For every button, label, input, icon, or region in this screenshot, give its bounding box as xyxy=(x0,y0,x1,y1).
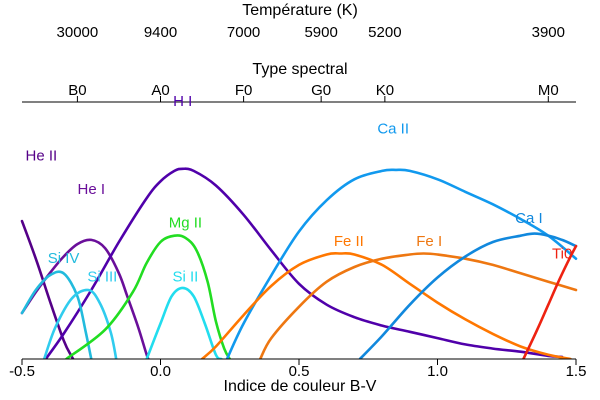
spectral-tick-label: G0 xyxy=(311,82,331,99)
temperature-tick-label: 3900 xyxy=(532,24,565,41)
x-tick-label: 0.0 xyxy=(150,363,171,380)
series-label-fe-i: Fe I xyxy=(416,233,442,250)
series-label-he-i: He I xyxy=(77,181,105,198)
series-line-mg-ii xyxy=(65,234,232,359)
series-label-si-iii: Si III xyxy=(87,269,117,286)
spectral-tick-label: F0 xyxy=(235,82,253,99)
temperature-tick-label: 7000 xyxy=(227,24,260,41)
series-line-ca-ii xyxy=(225,168,578,359)
spectral-type-ticks: B0 A0 F0 G0 K0 M0 xyxy=(68,82,559,102)
spectral-type-axis-title: Type spectral xyxy=(252,61,347,78)
series-line-si-iv xyxy=(20,270,93,359)
series-label-ca-ii: Ca II xyxy=(377,120,409,137)
temperature-tick-label: 30000 xyxy=(57,24,99,41)
x-tick-label: 1.5 xyxy=(566,363,587,380)
x-tick-label: -0.5 xyxy=(9,363,35,380)
series-line-ti0 xyxy=(522,244,578,359)
series-line-ca-i xyxy=(358,232,578,359)
series-label-si-ii: Si II xyxy=(173,269,199,286)
temperature-tick-labels: 30000 9400 7000 5900 5200 3900 xyxy=(57,24,565,41)
series-label-ti0: Ti0 xyxy=(552,246,572,263)
x-tick-label: 1.0 xyxy=(427,363,448,380)
temperature-tick-label: 5900 xyxy=(304,24,337,41)
temperature-tick-label: 9400 xyxy=(144,24,177,41)
spectral-tick-label: M0 xyxy=(538,82,559,99)
series-labels: He II He I H I Si IV Si III Mg II Si II Ca II Fe… xyxy=(26,93,573,286)
temperature-tick-label: 5200 xyxy=(368,24,401,41)
x-axis-title: Indice de couleur B-V xyxy=(224,378,377,395)
spectral-tick-label: A0 xyxy=(151,82,169,99)
series-line-h-i xyxy=(44,167,564,359)
series-line-fe-i xyxy=(258,252,578,359)
series-curves xyxy=(20,167,578,359)
series-label-si-iv: Si IV xyxy=(48,250,80,267)
spectral-tick-label: K0 xyxy=(376,82,394,99)
spectral-tick-label: B0 xyxy=(68,82,86,99)
series-label-mg-ii: Mg II xyxy=(169,214,202,231)
series-line-si-ii xyxy=(145,286,223,359)
series-label-ca-i: Ca I xyxy=(515,210,543,227)
series-label-fe-ii: Fe II xyxy=(334,233,364,250)
series-label-he-ii: He II xyxy=(26,147,58,164)
series-line-si-iii xyxy=(42,288,118,359)
x-tick-label: 0.5 xyxy=(289,363,310,380)
series-label-h-i: H I xyxy=(173,93,192,110)
series-line-fe-ii xyxy=(200,251,572,359)
x-axis-ticks: -0.5 0.0 0.5 1.0 1.5 xyxy=(9,359,586,380)
temperature-axis-title: Température (K) xyxy=(242,2,358,19)
